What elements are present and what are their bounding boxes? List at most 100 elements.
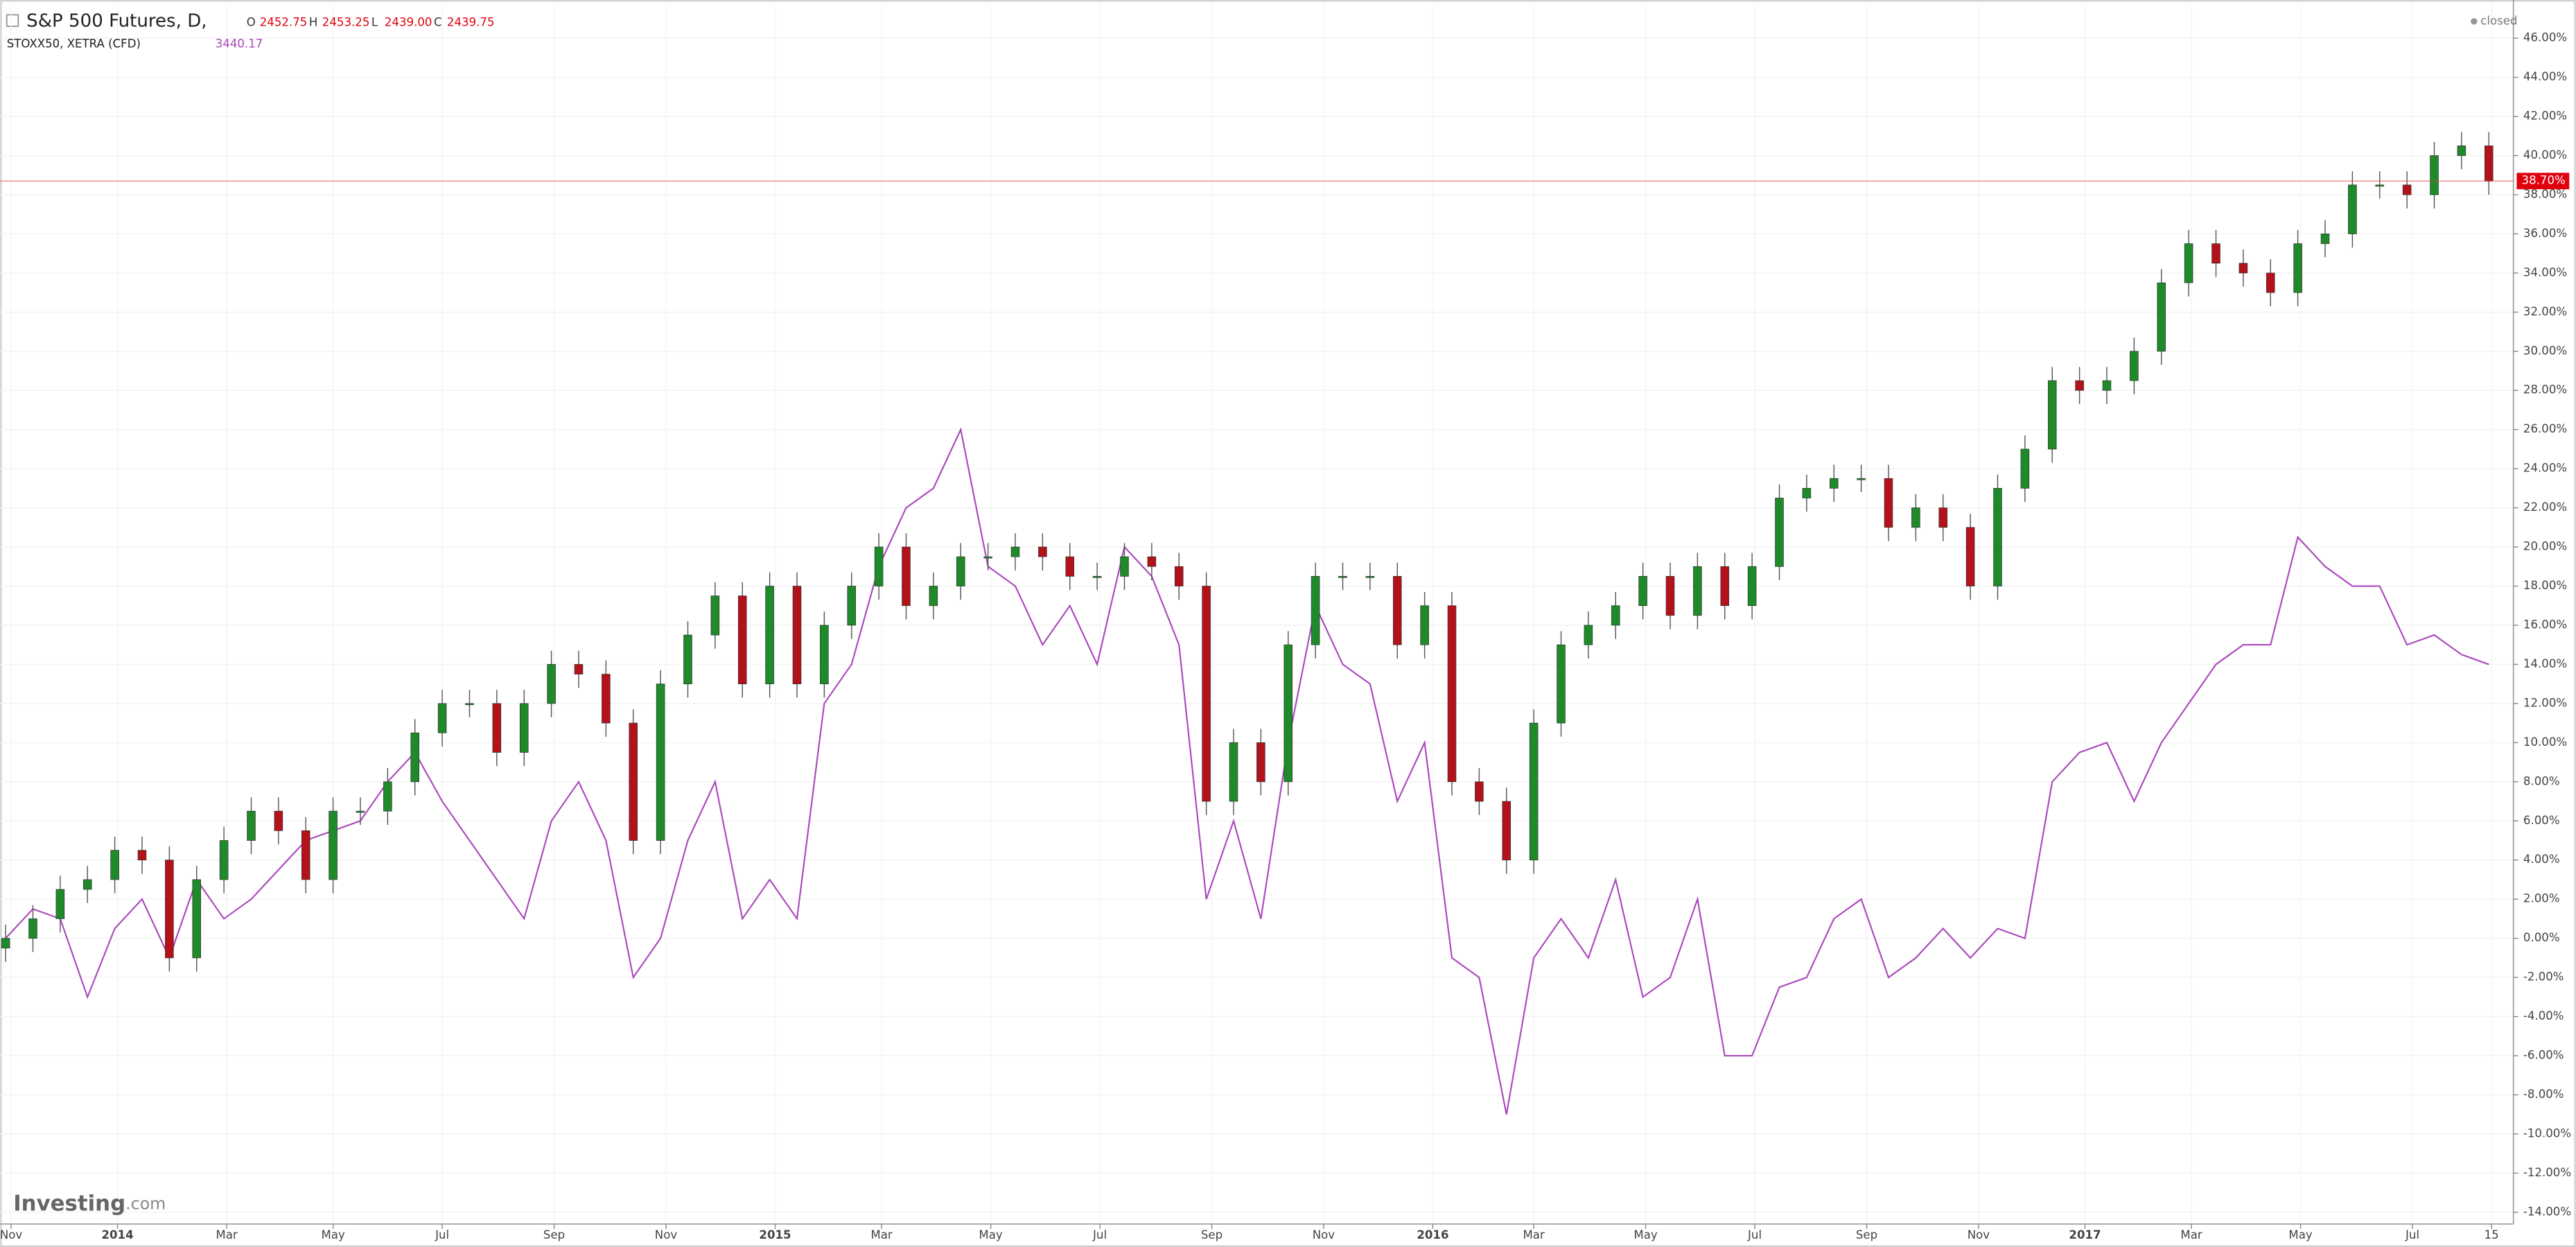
candle-body — [2402, 184, 2412, 195]
candle-body — [1065, 556, 1075, 577]
candle-body — [219, 840, 229, 880]
y-tick-label: -10.00% — [2523, 1126, 2571, 1140]
y-tick-label: 16.00% — [2523, 618, 2567, 631]
candle-body — [1802, 488, 1812, 498]
ohlc-key: C — [434, 16, 442, 29]
candle-body — [1311, 576, 1320, 645]
candle-body — [1884, 478, 1893, 528]
candle-body — [1502, 801, 1512, 861]
candle-body — [1993, 488, 2002, 586]
candle-body — [274, 810, 283, 831]
candle-body — [2266, 272, 2275, 293]
legend-series: STOXX50, XETRA (CFD) — [7, 37, 141, 50]
x-tick-label: Mar — [1523, 1228, 1544, 1241]
ohlc-value: 2439.00 — [385, 16, 432, 29]
candle-body — [683, 634, 692, 685]
candle-body — [574, 664, 584, 674]
candle-body — [1256, 742, 1265, 783]
candle-body — [1720, 566, 1730, 607]
y-tick-label: -8.00% — [2523, 1088, 2564, 1101]
candle-body — [2047, 380, 2057, 450]
candle-body — [1965, 527, 1975, 586]
candle-body — [2320, 234, 2330, 244]
y-tick-label: 10.00% — [2523, 735, 2567, 749]
x-tick-label: Sep — [543, 1228, 565, 1241]
candle-body — [437, 703, 447, 733]
candle-body — [2075, 380, 2084, 391]
candle-body — [902, 546, 911, 607]
candle-body — [547, 664, 556, 704]
candle-body — [1147, 556, 1157, 567]
y-tick-label: -6.00% — [2523, 1049, 2564, 1062]
y-tick-label: -4.00% — [2523, 1009, 2564, 1022]
candle-body — [983, 556, 992, 559]
candle-body — [1938, 507, 1948, 528]
y-tick-label: 32.00% — [2523, 305, 2567, 318]
candle-body — [1202, 586, 1211, 802]
candle-body — [1829, 478, 1839, 489]
ohlc-value: 2439.75 — [447, 16, 495, 29]
brand-suffix: .com — [125, 1194, 166, 1213]
collapse-icon[interactable] — [6, 14, 19, 27]
y-tick-label: -14.00% — [2523, 1205, 2571, 1218]
candle-body — [1665, 576, 1675, 616]
ohlc-value: 2452.75 — [260, 16, 308, 29]
x-tick-label: Mar — [2180, 1228, 2202, 1241]
x-tick-label: Nov — [0, 1228, 22, 1241]
x-tick-label: May — [321, 1228, 344, 1241]
candle-body — [301, 830, 310, 880]
candle-body — [1120, 556, 1129, 577]
candle-body — [2293, 243, 2302, 293]
y-tick-label: 38.00% — [2523, 187, 2567, 200]
candle-body — [2211, 243, 2220, 264]
candle-body — [410, 732, 420, 783]
x-tick-label: May — [979, 1228, 1002, 1241]
candle-body — [602, 674, 611, 724]
candle-body — [465, 703, 474, 706]
candle-body — [847, 586, 857, 626]
y-tick-label: 8.00% — [2523, 774, 2560, 787]
candle-body — [656, 683, 665, 841]
y-tick-label: 20.00% — [2523, 540, 2567, 553]
candle-body — [1010, 546, 1020, 557]
y-tick-label: 30.00% — [2523, 344, 2567, 357]
status: closed — [2480, 14, 2517, 27]
y-tick-label: 24.00% — [2523, 462, 2567, 475]
y-tick-label: 14.00% — [2523, 657, 2567, 670]
x-tick-label: 2015 — [759, 1228, 791, 1241]
brand-name: Investing — [13, 1191, 125, 1216]
candle-body — [1747, 566, 1757, 607]
candle-body — [28, 918, 37, 939]
candle-body — [956, 556, 965, 586]
candle-body — [1092, 576, 1102, 578]
y-tick-label: 28.00% — [2523, 383, 2567, 396]
y-tick-label: 6.00% — [2523, 814, 2560, 827]
candle-body — [137, 850, 147, 861]
y-tick-label: 46.00% — [2523, 31, 2567, 44]
candle-body — [2238, 263, 2248, 274]
candle-body — [2102, 380, 2112, 391]
candle-body — [383, 781, 392, 812]
y-tick-label: 40.00% — [2523, 148, 2567, 162]
candle-body — [1693, 566, 1702, 616]
candle-body — [55, 889, 65, 919]
x-tick-label: Jul — [1747, 1228, 1762, 1241]
candle-body — [1, 938, 10, 949]
y-tick-label: -12.00% — [2523, 1166, 2571, 1179]
y-tick-label: 44.00% — [2523, 70, 2567, 83]
candle-body — [110, 850, 119, 880]
candle-body — [1557, 644, 1566, 724]
x-tick-label: Jul — [435, 1228, 449, 1241]
y-tick-label: 26.00% — [2523, 422, 2567, 435]
candle-body — [356, 810, 365, 813]
y-tick-label: 34.00% — [2523, 265, 2567, 279]
x-tick-label: 2014 — [101, 1228, 133, 1241]
candle-body — [629, 722, 638, 841]
last-value-box — [2516, 173, 2570, 190]
candle-body — [1529, 722, 1539, 861]
x-tick-label: Sep — [1201, 1228, 1223, 1241]
ohlc-value: 2453.25 — [322, 16, 370, 29]
candle-body — [765, 586, 774, 685]
